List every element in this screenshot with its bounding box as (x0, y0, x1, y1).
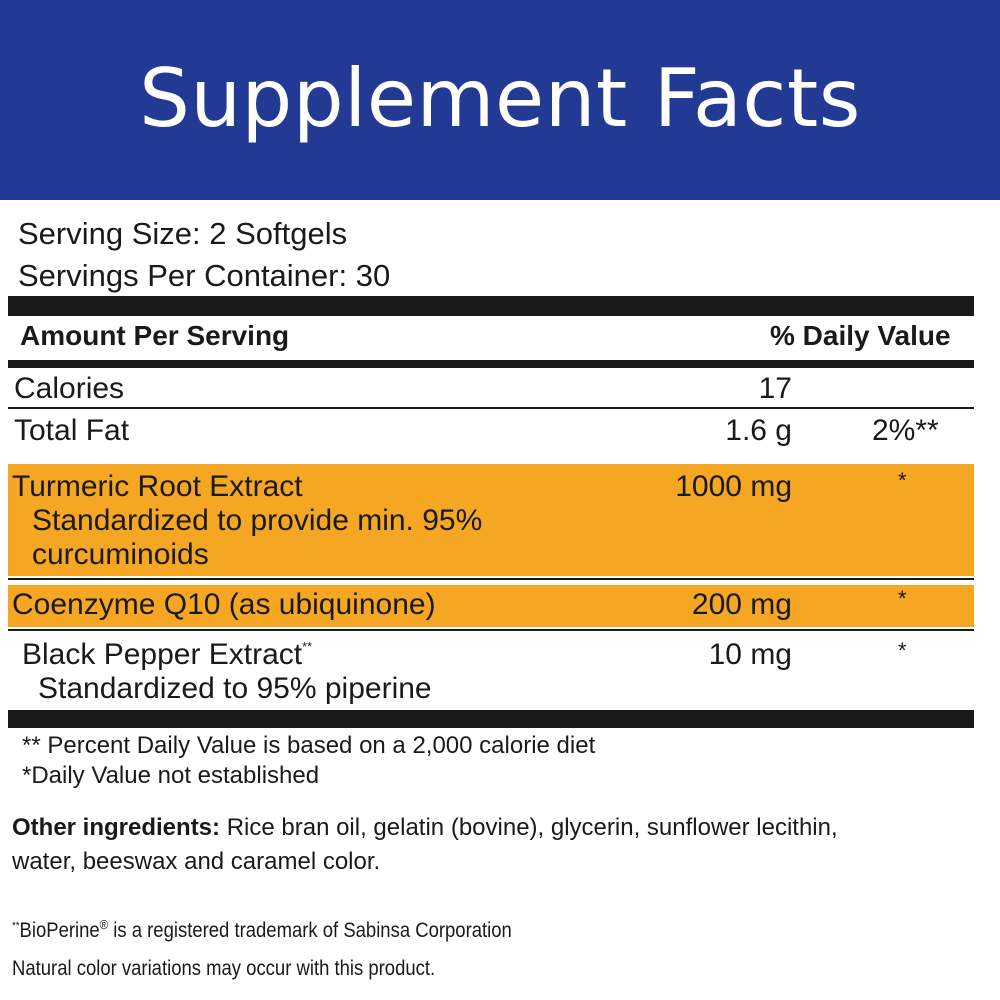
row-black-pepper-sub1: Standardized to 95% piperine (38, 672, 432, 705)
row-turmeric-highlight (8, 464, 974, 576)
row-divider (8, 578, 974, 580)
registered-mark: ® (99, 917, 109, 932)
header-banner: Supplement Facts (0, 0, 1000, 200)
row-divider (8, 629, 974, 631)
black-pepper-sup: ** (302, 639, 313, 654)
row-coq10-amount: 200 mg (691, 588, 792, 621)
row-total-fat-amount: 1.6 g (725, 414, 792, 447)
row-turmeric-sub1: Standardized to provide min. 95% (32, 504, 483, 537)
row-divider (8, 407, 974, 409)
other-ingredients-label: Other ingredients: (12, 814, 221, 841)
medium-divider (8, 360, 974, 368)
thick-divider (8, 296, 974, 316)
trademark-brand: BioPerine (19, 919, 100, 942)
row-black-pepper-dv: * (898, 638, 907, 663)
footnote-dv-basis: ** Percent Daily Value is based on a 2,0… (22, 732, 596, 759)
trademark-prefix: ** (12, 920, 20, 932)
row-calories-amount: 17 (758, 372, 792, 405)
trademark-notice: **BioPerine® is a registered trademark o… (12, 917, 512, 943)
row-black-pepper-name: Black Pepper Extract** (22, 638, 312, 672)
bottom-thick-divider (8, 710, 974, 728)
serving-size: Serving Size: 2 Softgels (18, 216, 348, 251)
row-turmeric-name: Turmeric Root Extract (12, 470, 303, 503)
page-title: Supplement Facts (139, 52, 861, 145)
row-turmeric-amount: 1000 mg (675, 470, 792, 503)
footnote-dv-not-established: *Daily Value not established (22, 762, 320, 789)
servings-per-container: Servings Per Container: 30 (18, 258, 391, 293)
row-black-pepper-amount: 10 mg (708, 638, 792, 671)
row-coq10-name: Coenzyme Q10 (as ubiquinone) (12, 588, 436, 621)
row-turmeric-sub2: curcuminoids (32, 538, 209, 571)
row-turmeric-dv: * (898, 468, 907, 493)
other-ingredients-text1: Rice bran oil, gelatin (bovine), glyceri… (220, 814, 838, 841)
row-total-fat-name: Total Fat (14, 414, 130, 447)
other-ingredients-line1: Other ingredients: Rice bran oil, gelati… (12, 814, 838, 842)
black-pepper-label: Black Pepper Extract (22, 638, 303, 671)
other-ingredients-line2: water, beeswax and caramel color. (12, 848, 381, 875)
color-variation-note: Natural color variations may occur with … (12, 957, 436, 980)
row-calories-name: Calories (14, 372, 125, 405)
trademark-rest: is a registered trademark of Sabinsa Cor… (108, 919, 512, 942)
row-total-fat-dv: 2%** (872, 414, 939, 447)
row-coq10-dv: * (898, 586, 907, 611)
amount-per-serving-header: Amount Per Serving (20, 320, 290, 351)
daily-value-header: % Daily Value (770, 320, 951, 351)
row-coq10-highlight (8, 585, 974, 627)
